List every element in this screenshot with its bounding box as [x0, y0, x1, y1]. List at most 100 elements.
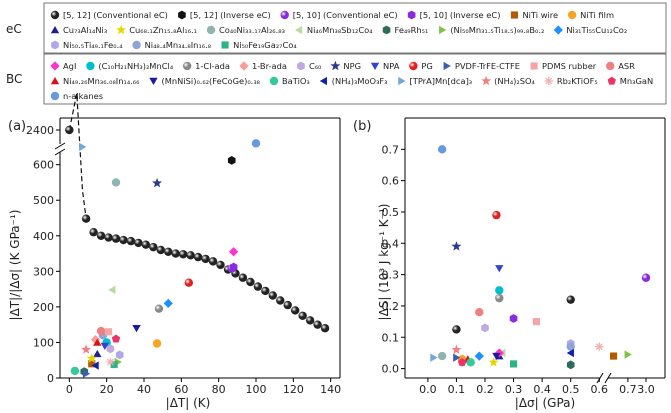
panel-a-point-mn-gan — [111, 334, 121, 343]
legend-bc-label-agi: AgI — [63, 61, 76, 71]
panel-a-point-5-12-conventional-ec — [81, 214, 91, 223]
legend-ec-marker-cu-zn-al — [116, 24, 127, 35]
legend-ec-label-ni-mn-in: Ni₄₈.₄Mn₃₄.₈In₁₆.₈ — [145, 40, 212, 50]
panel-a-point-5-12-conventional-ec — [268, 291, 277, 300]
legend-ec-label-niti-film: NiTi film — [580, 10, 614, 20]
panel-b-point-niti-wire — [610, 352, 618, 360]
panel-a-point-5-12-conventional-ec — [291, 306, 300, 315]
panel-b-point-npa — [495, 265, 504, 273]
panel-b-ylabel: |ΔS| (10³ J kg⁻¹ K⁻¹) — [377, 204, 391, 321]
legend-bc-label: BC — [6, 72, 22, 86]
legend-ec-marker-ni-mn-ti-b — [439, 25, 447, 35]
legend-bc-label-n-alkanes: n-alkanes — [63, 91, 103, 101]
legend-ec-label-5-10-conventional-ec: [5, 10] (Conventional eC) — [293, 10, 398, 20]
legend-ec-marker-5-10-conventional-ec — [280, 10, 289, 20]
panel-b-x-tick-label-break: 3.0 — [637, 383, 655, 396]
panel-a-point-5-12-conventional-ec — [253, 282, 263, 291]
panel-a-point-pg — [184, 278, 193, 287]
panel-a-break-mark — [54, 142, 66, 150]
panel-b-point-5-12-conventional-ec — [452, 325, 461, 334]
panel-b-point-n-alkanes — [437, 145, 447, 154]
panel-b-point-nh-moo-f — [566, 348, 574, 358]
legend-bc-marker-nh-moo-f — [319, 76, 327, 86]
panel-b-point-ni-mn-ti-b — [624, 350, 632, 359]
panel-a-point-5-12-conventional-ec — [216, 260, 225, 270]
legend-ec-label-cu-zn-al: Cu₆₈.₁Zn₁₅.₈Al₁₆.₁ — [129, 25, 197, 35]
panel-b-x-tick-label: 0.0 — [419, 383, 437, 396]
panel-a-point-5-12-conventional-ec — [186, 251, 195, 260]
panel-b-y-tick-label: 0.6 — [382, 175, 400, 188]
legend-bc-label-npg: NPG — [343, 61, 361, 71]
panel-a-point-5-12-conventional-ec — [298, 311, 307, 320]
panel-b-point-co-ni-al — [437, 351, 447, 361]
panel-a-point-5-12-conventional-ec — [126, 236, 136, 246]
legend-ec-label-5-10-inverse-ec: [5, 10] (Inverse eC) — [420, 10, 501, 20]
panel-a-point-pdms-rubber — [104, 328, 113, 336]
panel-b-point-5-10-inverse-ec — [509, 314, 518, 323]
legend-bc-marker-tpra-mn-dca — [398, 76, 406, 86]
panel-a-point-batio — [70, 366, 80, 376]
legend-bc-marker-batio — [269, 76, 279, 86]
panel-b-point-nh-so — [451, 344, 462, 355]
panel-a-point-5-12-conventional-ec — [261, 286, 270, 296]
panel-b-point-pg — [492, 210, 501, 220]
legend-bc-marker-c — [297, 61, 305, 71]
legend-ec-label-5-12-conventional-ec: [5, 12] (Conventional eC) — [63, 10, 168, 20]
panel-a-label: (a) — [8, 119, 26, 134]
legend-ec-marker-5-12-conventional-ec — [50, 10, 60, 20]
legend-ec-label-5-12-inverse-ec: [5, 12] (Inverse eC) — [190, 10, 271, 20]
panel-b-point-fe-rh — [566, 360, 575, 370]
panel-a-y-tick-label: 400 — [33, 230, 54, 243]
panel-a-point-tpra-mn-dca — [79, 142, 87, 152]
panel-b-point-5-12-conventional-ec — [566, 295, 575, 304]
panel-a-point-rb-ktiof — [106, 357, 115, 367]
panel-a-point-5-12-conventional-ec — [134, 238, 143, 248]
legend-ec-marker-ni-ti-cu-co — [553, 25, 563, 35]
legend-bc-marker-n-alkanes — [50, 91, 60, 101]
panel-b-x-tick-label: 0.4 — [533, 383, 551, 396]
panel-a-point-5-12-conventional-ec — [238, 273, 248, 282]
panel-b: (b) |ΔS| (10³ J kg⁻¹ K⁻¹) |Δσ| (GPa) 0.0… — [353, 117, 666, 410]
legend-ec-label-ni-ti-cu-co: Ni₃₁Ti₅₅Cu₁₂Co₂ — [566, 25, 627, 35]
panel-b-point-asr — [475, 308, 484, 317]
legend-bc-marker-1-br-ada — [239, 61, 249, 71]
panel-b-point-batio — [466, 358, 475, 367]
panel-b-x-tick-label: 0.1 — [448, 383, 466, 396]
legend-ec-marker-ni-mn-in — [132, 40, 141, 50]
panel-a-point-ni-mn-in — [93, 338, 102, 346]
panel-b-point-cu-zn-al — [488, 357, 499, 367]
panel-a-point-5-12-conventional-ec — [141, 240, 151, 249]
legend-bc-label-batio: BaTiO₃ — [282, 76, 310, 86]
panel-a-xlabel: |ΔT| (K) — [166, 396, 211, 410]
legend-ec-marker-cu-al-ni — [50, 26, 60, 34]
panel-a-point-c — [106, 344, 115, 354]
panel-a-point-mnnisi-fecoge — [132, 324, 141, 333]
panel-b-x-tick-label: 0.5 — [562, 383, 580, 396]
panel-b-point-pdms-rubber — [532, 318, 540, 326]
legend-ec-label-cu-al-ni: Cu₇₃Al₁₄Ni₃ — [63, 25, 107, 35]
panel-a-point-niti-film — [152, 339, 162, 348]
legend-ec-box — [43, 2, 667, 54]
legend-ec-marker-ni-fe-ga-co — [221, 41, 229, 49]
legend-bc-marker-agi — [50, 61, 60, 71]
panel-b-break-mark — [604, 372, 612, 384]
panel-b-point-5-10-conventional-ec — [641, 273, 651, 282]
panel-a-point-5-12-conventional-ec — [276, 296, 285, 305]
panel-a-point-nh-so — [81, 344, 92, 354]
legend-bc-marker-mnnisi-fecoge — [149, 77, 158, 85]
panel-a-point-agi — [228, 247, 239, 257]
panel-a-x-tick-label: 0 — [66, 383, 73, 396]
legend-bc-label-c-h-nh-mncl: (C₁₀H₂₁NH₃)₂MnCl₄ — [98, 61, 173, 71]
panel-a-point-5-12-conventional-ec — [179, 250, 188, 259]
legend-bc-label-pvdf-trfe-ctfe: PVDF-TrFE-CTFE — [455, 61, 520, 71]
panel-a-point-5-12-conventional-ec — [320, 324, 330, 333]
legend-ec-marker-fe-rh — [382, 25, 391, 35]
legend-ec-marker-ni-mn-sb-co — [294, 25, 303, 35]
panel-a-point-5-12-conventional-ec — [104, 233, 113, 242]
panel-a-point-5-12-conventional-ec — [246, 277, 255, 287]
legend-ec-label-ni-fe-ga-co: Ni₅₀Fe₁₉Ga₂₇Co₄ — [233, 40, 297, 50]
panel-a-point-5-12-conventional-ec — [149, 242, 158, 252]
panel-a-y-tick-label: 0 — [47, 372, 54, 385]
legend-bc-label-nh-so: (NH₄)₂SO₄ — [494, 76, 535, 86]
panel-b-y-tick-label: 0.7 — [382, 143, 400, 156]
